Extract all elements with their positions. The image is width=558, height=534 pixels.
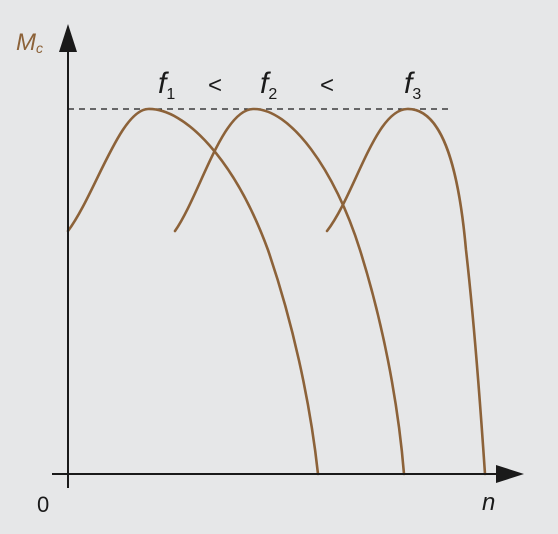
- comparator-2: <: [320, 72, 334, 99]
- frequency-label-f3: f3: [404, 67, 421, 103]
- frequency-label-f1: f1: [158, 67, 175, 103]
- torque-curve-f1: [66, 107, 320, 476]
- y-axis-label: Mc: [16, 29, 43, 56]
- torque-curve-f2: [173, 107, 406, 476]
- comparator-1: <: [208, 72, 222, 99]
- y-axis-arrowhead: [59, 24, 77, 52]
- frequency-label-f2: f2: [260, 67, 277, 103]
- origin-label: 0: [37, 492, 49, 517]
- x-axis-arrowhead: [496, 465, 524, 483]
- x-axis-label: n: [482, 489, 495, 516]
- torque-curve-f3: [325, 107, 487, 476]
